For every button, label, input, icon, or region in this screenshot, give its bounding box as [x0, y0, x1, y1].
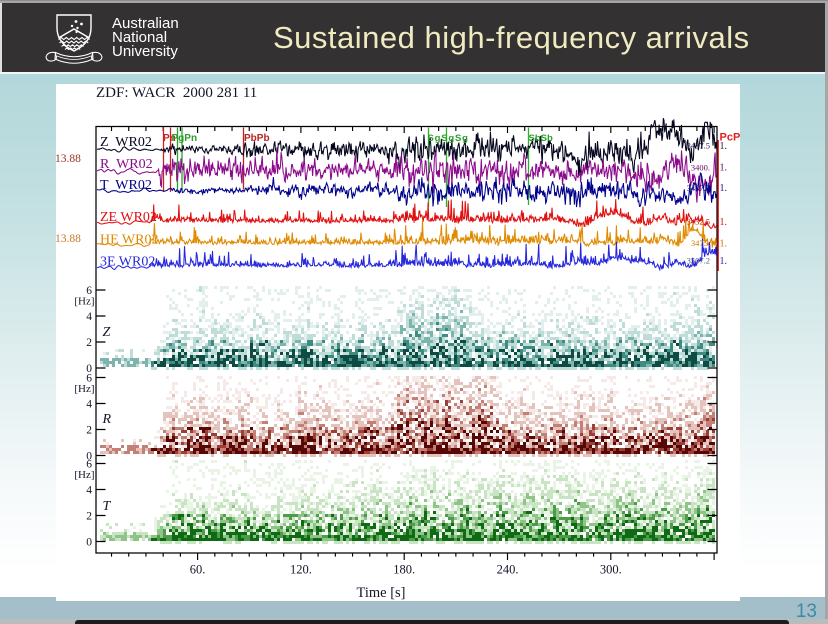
svg-text:Pn: Pn	[163, 133, 176, 144]
svg-text:180.: 180.	[393, 563, 415, 577]
svg-text:1.: 1.	[720, 239, 728, 250]
svg-text:2: 2	[86, 425, 92, 437]
svg-text:6: 6	[86, 459, 92, 471]
svg-text:[Hz]: [Hz]	[74, 469, 94, 481]
svg-text:240.: 240.	[497, 563, 519, 577]
svg-text:4: 4	[86, 399, 92, 411]
svg-text:1.: 1.	[720, 141, 728, 152]
svg-text:0: 0	[86, 363, 92, 375]
svg-text:T: T	[103, 499, 112, 514]
svg-text:PgPn: PgPn	[172, 133, 198, 144]
svg-text:R: R	[102, 412, 112, 427]
svg-text:[Hz]: [Hz]	[74, 296, 94, 308]
svg-text:PcP: PcP	[720, 132, 741, 144]
svg-text:3475.: 3475.	[691, 238, 710, 248]
svg-text:3507.2: 3507.2	[687, 256, 710, 266]
svg-text:1.: 1.	[720, 183, 728, 194]
svg-text:0: 0	[86, 451, 92, 463]
svg-text:13.88: 13.88	[56, 233, 81, 245]
svg-text:1.: 1.	[720, 256, 728, 267]
svg-text:1.: 1.	[720, 217, 728, 228]
svg-text:3437.3: 3437.3	[687, 183, 710, 193]
svg-text:1.: 1.	[720, 163, 728, 174]
svg-text:120.: 120.	[290, 563, 312, 577]
svg-text:4: 4	[86, 311, 92, 323]
svg-text:6: 6	[86, 373, 92, 385]
svg-text:13.88: 13.88	[56, 153, 81, 165]
svg-text:2: 2	[86, 511, 92, 523]
svg-text:0: 0	[86, 537, 92, 549]
svg-text:3437.5: 3437.5	[687, 141, 710, 151]
svg-text:SgSgSg: SgSgSg	[428, 133, 469, 144]
svg-text:Z: Z	[103, 325, 111, 340]
svg-text:3E WR02: 3E WR02	[100, 255, 155, 270]
svg-text:PbPb: PbPb	[244, 133, 270, 144]
svg-text:HE WR02: HE WR02	[100, 233, 158, 248]
svg-text:3400.: 3400.	[691, 163, 710, 173]
svg-text:ZE WR02: ZE WR02	[100, 210, 157, 225]
svg-text:T WR02: T WR02	[100, 178, 152, 193]
svg-text:ZDF: WACR 2000 281 11: ZDF: WACR 2000 281 11	[96, 85, 257, 101]
svg-text:R WR02: R WR02	[100, 157, 153, 172]
svg-text:Time [s]: Time [s]	[356, 585, 405, 601]
svg-text:60.: 60.	[190, 563, 206, 577]
svg-text:3432.5: 3432.5	[687, 217, 710, 227]
svg-text:2: 2	[86, 337, 92, 349]
svg-text:Z WR02: Z WR02	[100, 135, 152, 150]
svg-text:4: 4	[86, 485, 92, 497]
svg-text:[Hz]: [Hz]	[74, 383, 94, 395]
svg-text:300.: 300.	[600, 563, 622, 577]
svg-text:SbSb: SbSb	[529, 133, 553, 144]
svg-text:6: 6	[86, 285, 92, 297]
